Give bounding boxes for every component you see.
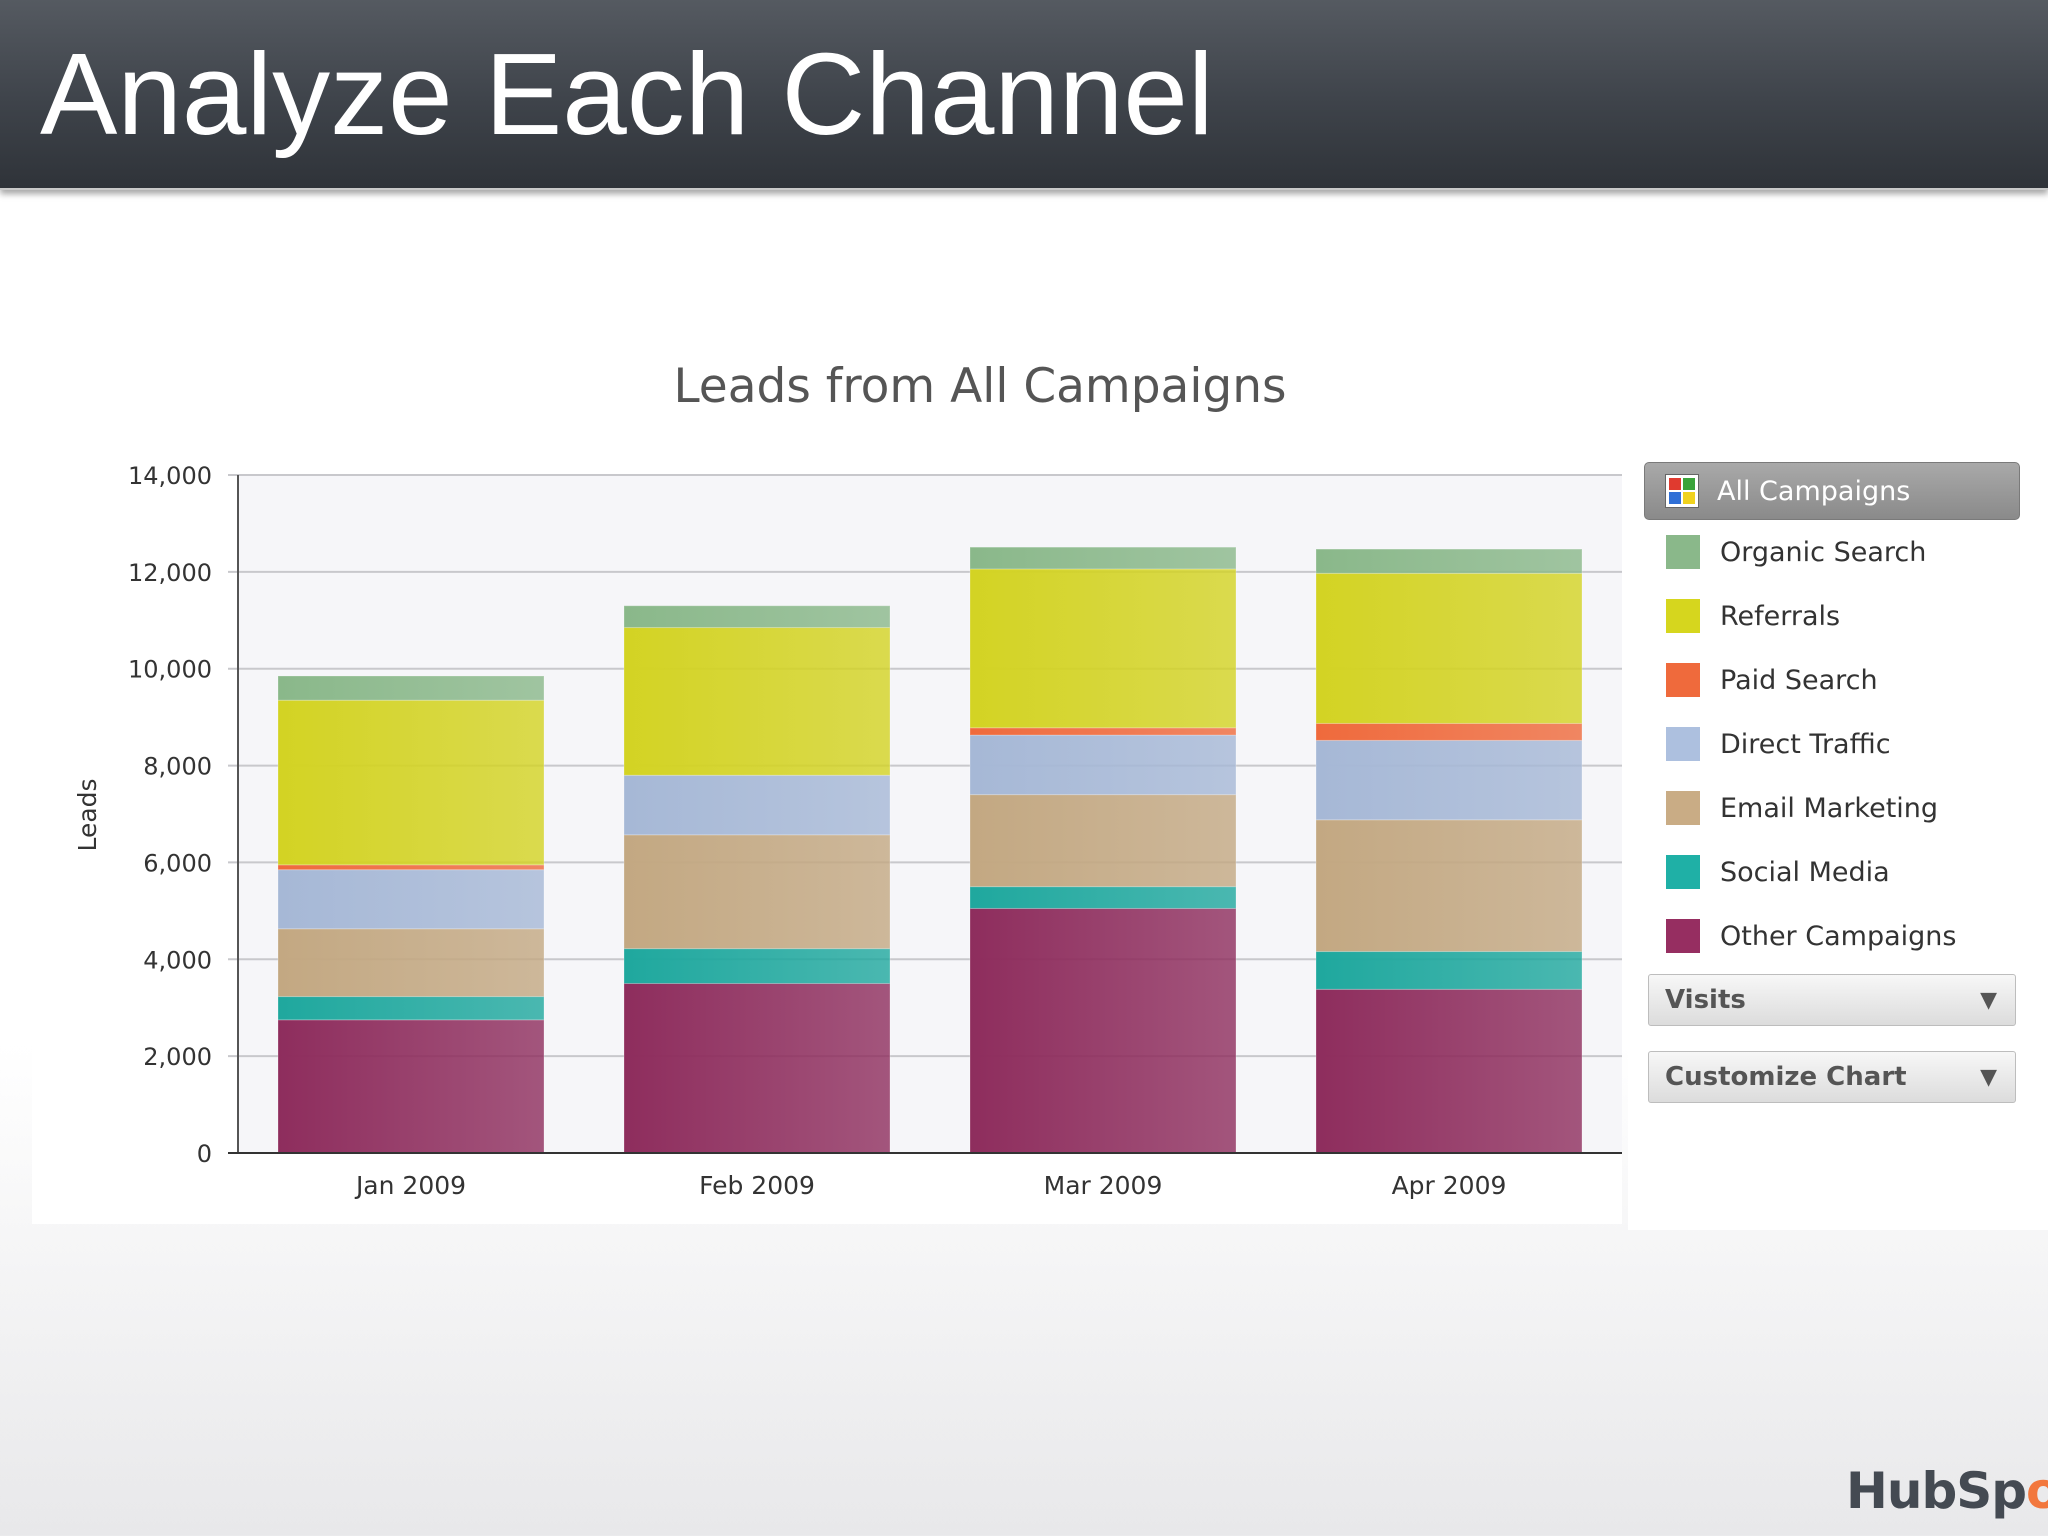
metric-dropdown[interactable]: Visits ▼ (1648, 974, 2016, 1026)
bar-segment-email-marketing[interactable] (969, 794, 1237, 888)
legend-item-paid-search[interactable]: Paid Search (1644, 648, 2020, 712)
legend-item-organic-search[interactable]: Organic Search (1644, 520, 2020, 584)
bar-segment-paid-search[interactable] (969, 727, 1237, 736)
legend-item-social-media[interactable]: Social Media (1644, 840, 2020, 904)
legend-header-label: All Campaigns (1717, 475, 1911, 507)
legend-swatch (1666, 599, 1700, 633)
x-tick-label: Mar 2009 (1044, 1171, 1163, 1200)
bar-segment-organic-search[interactable] (623, 605, 891, 629)
bar-segment-direct-traffic[interactable] (277, 869, 545, 930)
x-tick-label: Feb 2009 (699, 1171, 815, 1200)
bar-segment-referrals[interactable] (1315, 572, 1583, 724)
y-axis-label: Leads (73, 778, 102, 851)
y-tick-label: 14,000 (128, 462, 212, 490)
bar-segment-social-media[interactable] (623, 948, 891, 984)
bar-segment-direct-traffic[interactable] (1315, 739, 1583, 821)
legend-swatch (1666, 855, 1700, 889)
legend-item-label: Organic Search (1720, 536, 1927, 568)
legend-item-label: Paid Search (1720, 664, 1878, 696)
bar-segment-organic-search[interactable] (1315, 548, 1583, 574)
bar-segment-organic-search[interactable] (969, 546, 1237, 570)
metric-dropdown-label: Visits (1665, 985, 1746, 1015)
legend-item-referrals[interactable]: Referrals (1644, 584, 2020, 648)
y-tick-label: 0 (197, 1140, 212, 1168)
y-tick-label: 2,000 (143, 1043, 212, 1071)
all-campaigns-grid-icon (1665, 474, 1699, 508)
x-tick-label: Apr 2009 (1392, 1171, 1507, 1200)
bar-segment-other-campaigns[interactable] (277, 1019, 545, 1154)
legend-item-label: Email Marketing (1720, 792, 1939, 824)
chevron-down-icon: ▼ (1980, 987, 1997, 1013)
legend: All Campaigns Organic Search Referrals Pai… (1644, 462, 2020, 968)
bar-segment-social-media[interactable] (969, 886, 1237, 909)
bar-segment-other-campaigns[interactable] (969, 907, 1237, 1154)
y-tick-label: 8,000 (143, 753, 212, 781)
legend-swatch (1666, 663, 1700, 697)
chart-title: Leads from All Campaigns (673, 359, 1286, 414)
bar-segment-direct-traffic[interactable] (623, 774, 891, 836)
y-tick-label: 10,000 (128, 656, 212, 684)
bar-segment-social-media[interactable] (1315, 951, 1583, 990)
y-tick-label: 12,000 (128, 559, 212, 587)
bar-segment-organic-search[interactable] (277, 675, 545, 701)
legend-swatch (1666, 791, 1700, 825)
customize-chart-label: Customize Chart (1665, 1062, 1907, 1092)
chevron-down-icon: ▼ (1980, 1064, 1997, 1090)
slide-title: Analyze Each Channel (40, 29, 1214, 159)
bar-segment-social-media[interactable] (277, 996, 545, 1021)
bar-segment-referrals[interactable] (969, 568, 1237, 729)
legend-item-label: Referrals (1720, 600, 1841, 632)
legend-swatch (1666, 535, 1700, 569)
bar-segment-paid-search[interactable] (1315, 722, 1583, 741)
legend-all-campaigns-button[interactable]: All Campaigns (1644, 462, 2020, 520)
bar-segment-email-marketing[interactable] (277, 928, 545, 998)
legend-item-other-campaigns[interactable]: Other Campaigns (1644, 904, 2020, 968)
hubspot-logo: HubSpot (1846, 1462, 2048, 1520)
y-tick-label: 6,000 (143, 849, 212, 877)
bar-segment-other-campaigns[interactable] (1315, 988, 1583, 1154)
y-tick-label: 4,000 (143, 946, 212, 974)
bar-segment-direct-traffic[interactable] (969, 734, 1237, 796)
bar-segment-email-marketing[interactable] (1315, 819, 1583, 953)
title-bar: Analyze Each Channel (0, 0, 2048, 190)
bar-segment-email-marketing[interactable] (623, 834, 891, 950)
legend-item-label: Other Campaigns (1720, 920, 1957, 952)
bar-segment-referrals[interactable] (277, 699, 545, 866)
legend-item-direct-traffic[interactable]: Direct Traffic (1644, 712, 2020, 776)
legend-item-label: Direct Traffic (1720, 728, 1891, 760)
legend-swatch (1666, 919, 1700, 953)
legend-item-label: Social Media (1720, 856, 1890, 888)
bar-segment-other-campaigns[interactable] (623, 983, 891, 1154)
customize-chart-dropdown[interactable]: Customize Chart ▼ (1648, 1051, 2016, 1103)
bar-segment-referrals[interactable] (623, 627, 891, 776)
legend-item-email-marketing[interactable]: Email Marketing (1644, 776, 2020, 840)
x-tick-label: Jan 2009 (354, 1171, 466, 1200)
bar-segment-paid-search[interactable] (277, 864, 545, 871)
legend-swatch (1666, 727, 1700, 761)
